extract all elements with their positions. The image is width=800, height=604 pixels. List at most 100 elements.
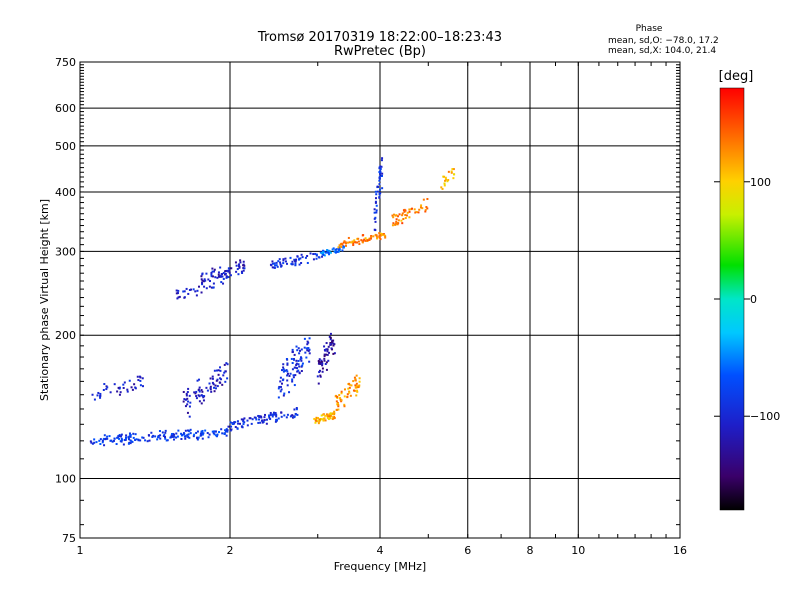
data-point xyxy=(323,353,326,356)
data-point xyxy=(379,172,382,175)
data-point xyxy=(286,363,289,366)
data-point xyxy=(396,223,399,226)
data-point xyxy=(239,261,242,264)
x-tick-label: 10 xyxy=(571,544,585,557)
data-point xyxy=(424,208,427,211)
data-point xyxy=(273,266,276,269)
data-point xyxy=(280,388,283,391)
data-point xyxy=(380,233,383,236)
data-point xyxy=(291,416,294,419)
data-point xyxy=(180,432,183,435)
data-point xyxy=(242,423,245,426)
data-point xyxy=(321,370,324,373)
data-point xyxy=(177,429,180,432)
data-point xyxy=(101,439,104,442)
data-point xyxy=(321,367,324,370)
data-point xyxy=(350,384,353,387)
data-point xyxy=(335,408,338,411)
data-point xyxy=(306,254,309,257)
data-point xyxy=(272,411,275,414)
y-tick-label: 600 xyxy=(55,102,76,115)
data-point xyxy=(347,236,350,239)
data-point xyxy=(279,376,282,379)
data-point xyxy=(211,267,214,270)
data-point xyxy=(295,367,298,370)
data-point xyxy=(403,208,406,211)
data-point xyxy=(402,218,405,221)
data-point xyxy=(299,358,302,361)
data-point xyxy=(235,264,238,267)
data-point xyxy=(414,211,417,214)
data-point xyxy=(401,214,404,217)
data-point xyxy=(106,435,109,438)
data-point xyxy=(294,260,297,263)
data-point xyxy=(323,345,326,348)
data-point xyxy=(187,292,190,295)
data-point xyxy=(126,388,129,391)
data-point xyxy=(326,353,329,356)
data-point xyxy=(289,372,292,375)
data-point xyxy=(354,379,357,382)
data-point xyxy=(346,395,349,398)
data-point xyxy=(96,394,99,397)
data-point xyxy=(139,439,142,442)
data-point xyxy=(322,249,325,252)
data-point xyxy=(444,176,447,179)
data-point xyxy=(182,400,185,403)
data-point xyxy=(170,433,173,436)
data-point xyxy=(294,262,297,265)
data-point xyxy=(291,351,294,354)
data-point xyxy=(203,280,206,283)
data-point xyxy=(273,262,276,265)
data-point xyxy=(250,422,253,425)
data-point xyxy=(306,343,309,346)
data-point xyxy=(187,400,190,403)
data-point xyxy=(296,349,299,352)
x-axis-label: Frequency [MHz] xyxy=(334,560,426,573)
data-point xyxy=(336,395,339,398)
data-point xyxy=(222,271,225,274)
data-point xyxy=(196,379,199,382)
data-point xyxy=(194,392,197,395)
data-point xyxy=(187,433,190,436)
data-point xyxy=(408,210,411,213)
data-point xyxy=(394,214,397,217)
data-point xyxy=(146,440,149,443)
data-point xyxy=(357,386,360,389)
data-point xyxy=(358,243,361,246)
data-point xyxy=(214,387,217,390)
data-point xyxy=(275,418,278,421)
data-point xyxy=(357,237,360,240)
data-point xyxy=(420,204,423,207)
data-point xyxy=(111,440,114,443)
data-point xyxy=(248,417,251,420)
data-point xyxy=(293,416,296,419)
data-point xyxy=(164,435,167,438)
data-point xyxy=(201,283,204,286)
data-point xyxy=(210,390,213,393)
data-point xyxy=(309,252,312,255)
data-point xyxy=(217,273,220,276)
data-point xyxy=(373,208,376,211)
phase-stats-x: mean, sd,X: 104.0, 21.4 xyxy=(608,46,716,56)
data-point xyxy=(288,391,291,394)
data-point xyxy=(291,368,294,371)
data-point xyxy=(369,237,372,240)
data-point xyxy=(223,371,226,374)
data-point xyxy=(421,207,424,210)
data-point xyxy=(208,280,211,283)
data-point xyxy=(277,417,280,420)
data-point xyxy=(370,235,373,238)
data-point xyxy=(122,443,125,446)
data-point xyxy=(338,244,341,247)
data-point xyxy=(183,290,186,293)
data-point xyxy=(308,360,311,363)
data-point xyxy=(224,380,227,383)
data-point xyxy=(120,435,123,438)
data-point xyxy=(189,401,192,404)
data-point xyxy=(333,410,336,413)
data-point xyxy=(128,432,131,435)
data-point xyxy=(99,443,102,446)
data-point xyxy=(291,380,294,383)
data-point xyxy=(353,389,356,392)
